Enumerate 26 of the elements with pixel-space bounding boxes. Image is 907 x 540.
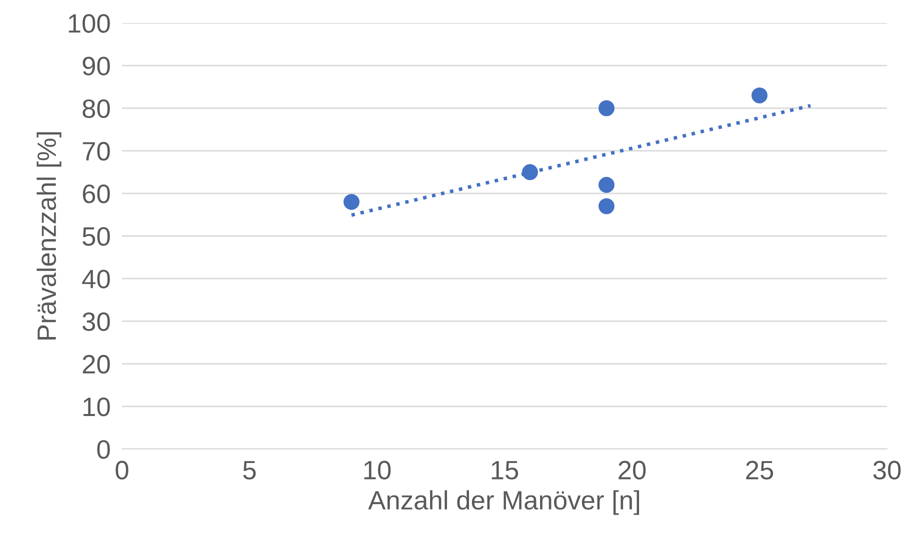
point xyxy=(344,194,360,210)
x-tick-label: 20 xyxy=(618,460,646,480)
x-tick-label: 25 xyxy=(746,460,774,480)
y-tick-label: 70 xyxy=(82,142,110,161)
y-tick-label: 80 xyxy=(82,99,110,118)
y-axis-title: Prävalenzzahl [%] xyxy=(36,132,62,340)
point xyxy=(598,176,614,193)
y-tick-label: 60 xyxy=(82,184,110,204)
x-tick-label: 30 xyxy=(873,460,901,480)
x-tick-label: 10 xyxy=(364,460,391,480)
point xyxy=(752,87,768,104)
y-tick-label: 0 xyxy=(97,440,110,459)
point xyxy=(598,198,614,214)
y-tick-label: 90 xyxy=(82,56,110,76)
x-axis-title: Anzahl der Manöver [n] xyxy=(368,490,640,515)
y-tick-label: 40 xyxy=(82,270,110,288)
x-tick-label: 5 xyxy=(243,461,256,480)
y-tick-label: 20 xyxy=(82,354,110,374)
y-tick-label: 30 xyxy=(82,312,110,332)
point xyxy=(598,100,614,116)
point xyxy=(522,164,538,180)
y-tick-label: 10 xyxy=(84,398,110,416)
x-tick-label: 0 xyxy=(116,460,128,480)
y-tick-label: 100 xyxy=(68,14,110,33)
x-tick-label: 15 xyxy=(492,461,518,480)
y-tick-label: 50 xyxy=(82,227,110,246)
